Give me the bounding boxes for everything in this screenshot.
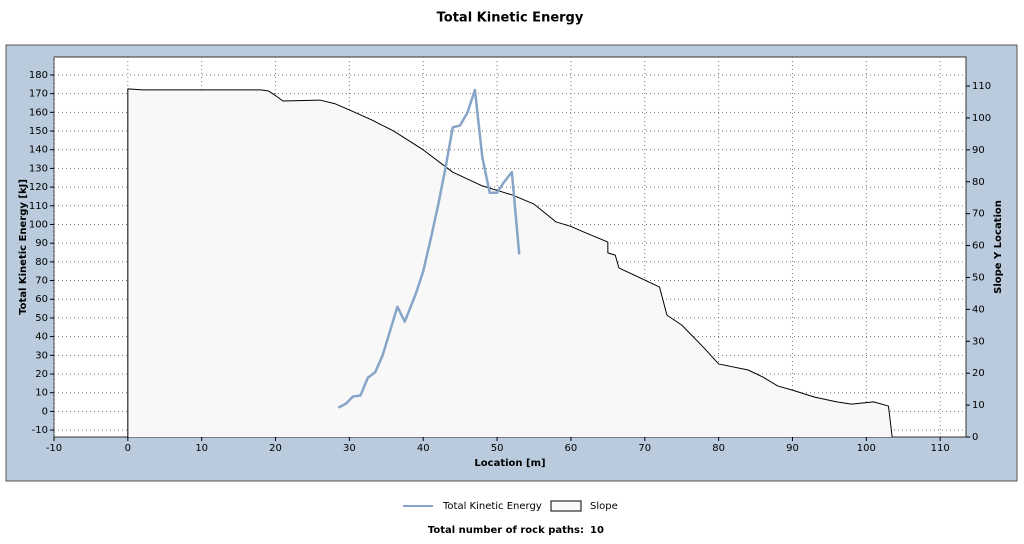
y2-tick-label: 100 (972, 113, 991, 124)
y-tick-label: 10 (35, 388, 48, 399)
slope-area (127, 88, 893, 438)
y-tick-label: 20 (35, 369, 48, 380)
x-tick-label: 60 (565, 443, 578, 454)
footer-value: 10 (590, 525, 604, 536)
y2-tick-label: 80 (972, 177, 985, 188)
y-tick-label: 70 (35, 276, 48, 287)
y-tick-label: 110 (29, 201, 48, 212)
y-tick-label: 80 (35, 257, 48, 268)
y2-tick-label: 50 (972, 272, 985, 283)
y2-axis-title: Slope Y Location (993, 200, 1004, 294)
x-tick-label: 110 (931, 443, 950, 454)
y2-tick-label: 40 (972, 304, 985, 315)
y-tick-label: 60 (35, 294, 48, 305)
y-tick-label: 40 (35, 332, 48, 343)
x-tick-label: 80 (712, 443, 725, 454)
y-tick-label: 100 (29, 219, 48, 230)
x-tick-label: -10 (46, 443, 62, 454)
x-tick-label: 0 (125, 443, 131, 454)
y-tick-label: 50 (35, 313, 48, 324)
y2-tick-label: 0 (972, 432, 978, 443)
y2-tick-label: 20 (972, 368, 985, 379)
legend-swatch (550, 500, 582, 512)
x-tick-label: 40 (417, 443, 430, 454)
y2-tick-label: 60 (972, 241, 985, 252)
x-tick-label: 20 (269, 443, 282, 454)
y-tick-label: 0 (42, 406, 48, 417)
y-tick-label: 30 (35, 350, 48, 361)
y-tick-label: 140 (29, 145, 48, 156)
x-tick-label: 30 (343, 443, 356, 454)
y2-tick-label: 90 (972, 145, 985, 156)
y-tick-label: 170 (29, 89, 48, 100)
y2-tick-label: 70 (972, 209, 985, 220)
legend-label: Total Kinetic Energy (442, 501, 542, 512)
x-axis-title: Location [m] (474, 458, 545, 469)
y-tick-label: 180 (29, 70, 48, 81)
x-tick-label: 10 (195, 443, 208, 454)
y2-tick-label: 30 (972, 336, 985, 347)
y2-tick-label: 10 (972, 400, 985, 411)
y-tick-label: 160 (29, 107, 48, 118)
y-tick-label: 130 (29, 163, 48, 174)
x-tick-label: 100 (857, 443, 876, 454)
energy-line (337, 88, 521, 409)
footer-label: Total number of rock paths: (428, 525, 584, 536)
y-tick-label: 90 (35, 238, 48, 249)
y-tick-label: 120 (29, 182, 48, 193)
y-tick-label: -10 (32, 425, 48, 436)
x-tick-label: 70 (638, 443, 651, 454)
y2-tick-label: 110 (972, 81, 991, 92)
x-tick-label: 50 (491, 443, 504, 454)
chart-title: Total Kinetic Energy (437, 11, 584, 26)
x-tick-label: 90 (786, 443, 799, 454)
legend-label: Slope (590, 501, 618, 512)
y-tick-label: 150 (29, 126, 48, 137)
y-axis-title: Total Kinetic Energy [kJ] (18, 179, 29, 315)
